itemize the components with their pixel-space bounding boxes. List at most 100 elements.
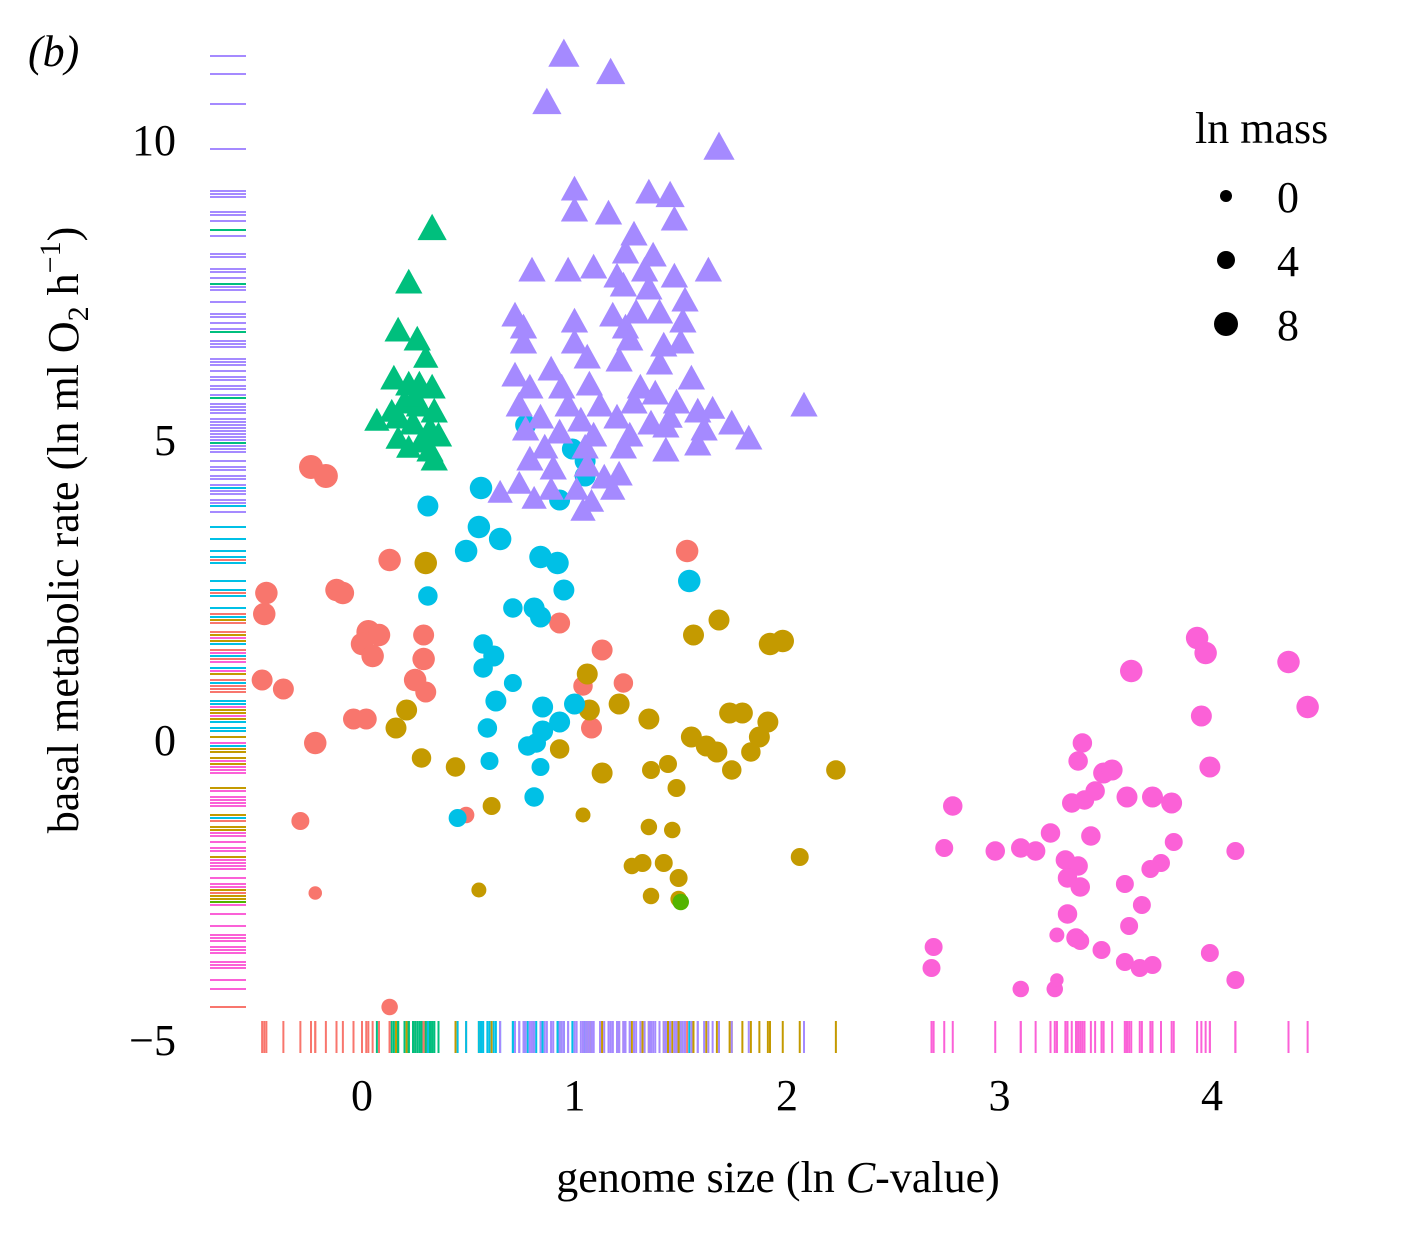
point-s2-22	[678, 569, 701, 593]
point-s5-3	[703, 131, 735, 160]
point-s2-30	[480, 752, 499, 770]
point-s5-20	[609, 271, 638, 297]
point-s5-11	[611, 238, 640, 264]
point-s2-25	[564, 693, 585, 715]
point-s6-34	[1057, 904, 1078, 924]
point-s5-58	[545, 418, 574, 444]
point-s5-49	[586, 391, 614, 417]
point-s5-4	[560, 175, 589, 201]
point-s3-4	[413, 344, 439, 368]
point-s5-7	[560, 196, 589, 222]
point-s3-11	[420, 397, 448, 423]
point-s5-21	[635, 274, 663, 300]
x-axis-label: genome size (ln C-value)	[556, 1153, 1000, 1202]
y-tick-label: 10	[132, 116, 176, 165]
point-s5-80	[521, 485, 547, 509]
point-s5-39	[501, 361, 529, 387]
point-s5-8	[594, 199, 623, 225]
y-axis-label-sub: 2	[62, 306, 95, 321]
point-s6-31	[1070, 877, 1090, 897]
legend-label: 0	[1277, 173, 1299, 222]
point-s3-23	[402, 383, 428, 407]
y-tick-label: 5	[154, 416, 176, 465]
point-s5-5	[635, 178, 663, 204]
point-s5-42	[516, 373, 544, 399]
point-s5-68	[652, 436, 680, 462]
x-tick-label: 0	[351, 1071, 373, 1120]
point-s0-24	[581, 717, 602, 739]
legend-marker	[1220, 190, 1232, 202]
point-s2-23	[532, 696, 554, 718]
point-s6-29	[1141, 860, 1160, 878]
y-axis-label-post: )	[39, 227, 88, 242]
point-s5-78	[600, 476, 626, 500]
point-s2-14	[529, 545, 552, 569]
point-s5-79	[487, 479, 513, 503]
point-s6-23	[985, 841, 1005, 861]
point-s5-14	[554, 256, 582, 282]
point-s6-21	[1226, 842, 1245, 860]
point-s1-3	[411, 748, 432, 768]
point-s5-25	[560, 307, 589, 333]
point-s5-9	[660, 205, 689, 231]
point-s6-43	[922, 959, 941, 977]
point-s6-14	[1116, 786, 1138, 808]
point-s6-49	[1050, 973, 1064, 987]
point-s0-28	[381, 998, 398, 1016]
point-s3-21	[420, 445, 448, 471]
point-s5-46	[641, 379, 669, 405]
point-s5-57	[511, 415, 540, 441]
point-s5-10	[620, 220, 648, 246]
point-s6-17	[943, 796, 963, 816]
point-s5-72	[573, 451, 601, 477]
point-s2-13	[530, 606, 551, 628]
point-s5-1	[596, 57, 626, 85]
point-s5-26	[599, 301, 627, 327]
point-s6-18	[1040, 823, 1061, 843]
point-s4-0	[672, 893, 689, 911]
point-s5-17	[630, 256, 659, 282]
point-s5-50	[620, 388, 648, 414]
point-s6-46	[1012, 980, 1029, 998]
point-s3-5	[380, 364, 408, 390]
point-s1-32	[722, 760, 742, 780]
point-s0-18	[355, 708, 377, 730]
point-s0-25	[675, 539, 699, 563]
point-s5-64	[735, 424, 763, 450]
point-s0-23	[613, 673, 634, 693]
point-s6-45	[1226, 971, 1245, 989]
point-s5-77	[563, 476, 590, 500]
point-s3-1	[395, 268, 423, 294]
legend-label: 8	[1277, 301, 1299, 350]
point-s3-8	[418, 373, 446, 399]
point-s5-44	[575, 370, 604, 396]
point-s6-20	[1164, 833, 1183, 851]
point-s6-42	[924, 938, 943, 956]
x-tick-label: 1	[564, 1071, 586, 1120]
point-s5-2	[532, 87, 562, 115]
x-rug	[261, 1021, 1309, 1053]
point-s5-74	[605, 460, 633, 486]
point-s2-31	[531, 758, 550, 776]
point-s6-35	[1120, 917, 1139, 935]
point-s1-4	[445, 757, 466, 777]
point-s0-8	[367, 623, 391, 647]
point-s5-38	[645, 349, 674, 375]
point-s3-12	[364, 407, 390, 431]
x-axis-ticks: 0 1 2 3 4	[351, 1071, 1223, 1120]
point-s6-8	[1068, 751, 1088, 771]
point-s2-2	[454, 539, 478, 563]
x-tick-label: 4	[1201, 1071, 1223, 1120]
point-s6-24	[1011, 838, 1031, 858]
point-s5-41	[677, 364, 706, 390]
point-s1-7	[549, 739, 570, 759]
point-s0-5	[331, 581, 355, 605]
point-s1-6	[471, 882, 487, 898]
y-rug	[210, 55, 246, 1008]
point-s1-17	[640, 818, 658, 836]
point-s0-20	[549, 612, 571, 634]
y-axis-label: basal metabolic rate (ln ml O2 h−1)	[34, 227, 95, 834]
legend-marker	[1217, 251, 1235, 269]
point-s5-28	[645, 298, 674, 324]
point-s1-5	[482, 797, 501, 815]
